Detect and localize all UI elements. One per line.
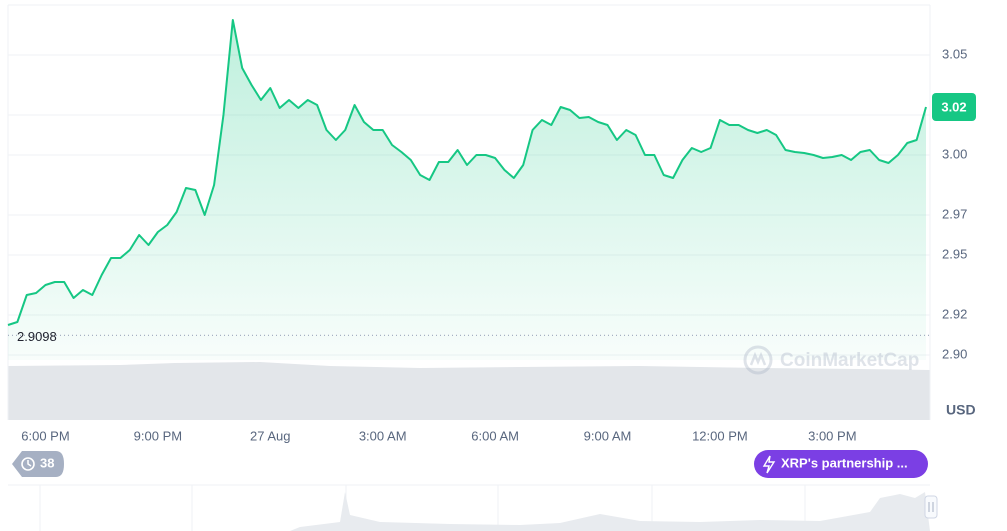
y-tick-label: 2.90: [942, 346, 967, 361]
x-tick-label: 9:00 PM: [134, 428, 182, 443]
watermark: CoinMarketCap: [743, 345, 919, 375]
price-line: [7, 19, 927, 326]
event-count-badge[interactable]: 38: [12, 451, 64, 477]
reference-label: 2.9098: [17, 329, 57, 344]
last-price-label: 3.02: [941, 99, 966, 114]
x-tick-label: 9:00 AM: [584, 428, 632, 443]
event-button-label[interactable]: XRP's partnership ...: [781, 455, 908, 470]
watermark-text: CoinMarketCap: [780, 350, 919, 371]
event-button[interactable]: XRP's partnership ...: [754, 450, 928, 478]
y-tick-label: 2.92: [942, 306, 967, 321]
x-tick-label: 3:00 PM: [808, 428, 856, 443]
clock-hands: [27, 460, 32, 467]
lightning-icon: [762, 455, 776, 474]
x-tick-label: 3:00 AM: [359, 428, 407, 443]
y-tick-label: 3.05: [942, 46, 967, 61]
clock-icon: [21, 457, 35, 471]
grid: 2.90 2.92 2.95 2.97 3.00 3.02 3.05 6:00 PM 9:00 …: [8, 46, 967, 443]
y-tick-label: 2.97: [942, 206, 967, 221]
navigator-area: [290, 492, 930, 531]
event-count-bg[interactable]: [12, 451, 64, 477]
watermark-logo: [743, 345, 773, 375]
last-price-badge: [932, 93, 976, 121]
event-button-bg[interactable]: [754, 450, 928, 478]
watermark-logo-mark: [749, 351, 767, 366]
plot: 2.9098 3.02: [7, 19, 976, 360]
navigator-handle[interactable]: [924, 495, 938, 519]
event-count[interactable]: 38: [40, 455, 54, 470]
x-tick-label: 27 Aug: [250, 428, 291, 443]
unit-label: USD: [946, 402, 976, 418]
x-tick-label: 12:00 PM: [692, 428, 748, 443]
area-fill: [8, 20, 926, 360]
x-tick-label: 6:00 PM: [21, 428, 69, 443]
y-tick-label: 2.95: [942, 246, 967, 261]
volume-band: [8, 362, 930, 420]
navigator: [8, 484, 938, 531]
x-tick-label: 6:00 AM: [471, 428, 519, 443]
y-tick-label: 3.00: [942, 146, 967, 161]
